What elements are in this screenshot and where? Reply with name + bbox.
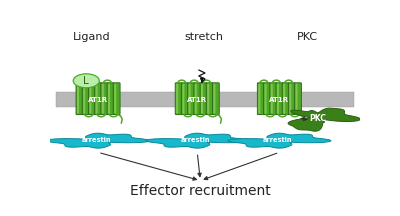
Polygon shape [46, 133, 150, 148]
FancyBboxPatch shape [264, 84, 266, 114]
FancyBboxPatch shape [176, 84, 178, 114]
FancyBboxPatch shape [296, 84, 298, 114]
FancyBboxPatch shape [88, 83, 95, 114]
FancyBboxPatch shape [195, 84, 197, 114]
FancyBboxPatch shape [175, 83, 182, 114]
FancyBboxPatch shape [89, 84, 91, 114]
Text: AT1R: AT1R [88, 97, 108, 103]
FancyBboxPatch shape [264, 83, 270, 114]
FancyBboxPatch shape [283, 84, 285, 114]
FancyBboxPatch shape [77, 84, 79, 114]
FancyBboxPatch shape [108, 84, 110, 114]
Circle shape [73, 74, 99, 88]
FancyBboxPatch shape [282, 83, 289, 114]
Polygon shape [288, 108, 360, 131]
FancyBboxPatch shape [200, 83, 207, 114]
Bar [56, 92, 354, 107]
Text: Ligand: Ligand [73, 32, 111, 42]
FancyBboxPatch shape [102, 84, 104, 114]
Text: stretch: stretch [184, 32, 223, 42]
Polygon shape [146, 133, 249, 148]
Text: AT1R: AT1R [269, 97, 290, 103]
FancyBboxPatch shape [276, 83, 283, 114]
FancyBboxPatch shape [95, 83, 102, 114]
FancyBboxPatch shape [257, 83, 264, 114]
FancyBboxPatch shape [289, 84, 291, 114]
FancyBboxPatch shape [270, 83, 277, 114]
Text: arrestin: arrestin [82, 137, 111, 143]
FancyBboxPatch shape [194, 83, 201, 114]
FancyBboxPatch shape [82, 83, 89, 114]
FancyBboxPatch shape [288, 83, 295, 114]
FancyBboxPatch shape [213, 84, 215, 114]
FancyBboxPatch shape [96, 84, 98, 114]
Text: arrestin: arrestin [263, 137, 293, 143]
Text: Effector recruitment: Effector recruitment [130, 184, 271, 198]
FancyBboxPatch shape [294, 83, 302, 114]
FancyBboxPatch shape [207, 84, 209, 114]
FancyBboxPatch shape [206, 83, 213, 114]
FancyBboxPatch shape [188, 84, 190, 114]
FancyBboxPatch shape [83, 84, 85, 114]
FancyBboxPatch shape [277, 84, 279, 114]
FancyBboxPatch shape [212, 83, 219, 114]
Polygon shape [228, 133, 331, 148]
FancyBboxPatch shape [182, 84, 184, 114]
FancyBboxPatch shape [201, 84, 203, 114]
FancyBboxPatch shape [114, 84, 116, 114]
FancyBboxPatch shape [258, 84, 260, 114]
Text: AT1R: AT1R [187, 97, 207, 103]
FancyBboxPatch shape [113, 83, 120, 114]
Text: arrestin: arrestin [181, 137, 210, 143]
Text: L: L [83, 76, 89, 86]
FancyBboxPatch shape [188, 83, 194, 114]
FancyBboxPatch shape [271, 84, 273, 114]
Text: PKC: PKC [310, 114, 326, 123]
FancyBboxPatch shape [107, 83, 114, 114]
FancyBboxPatch shape [76, 83, 83, 114]
Text: PKC: PKC [297, 32, 318, 42]
FancyBboxPatch shape [101, 83, 108, 114]
FancyBboxPatch shape [182, 83, 188, 114]
